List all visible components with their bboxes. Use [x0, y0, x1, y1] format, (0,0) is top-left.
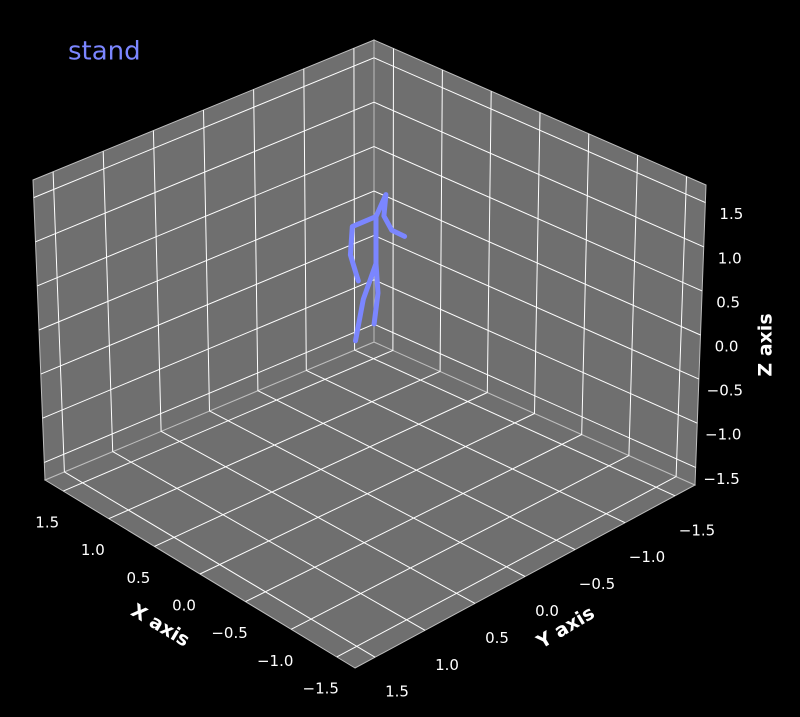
grid-line [154, 91, 492, 547]
x-tick-label: −1.0 [257, 652, 293, 670]
grid-line [42, 279, 698, 424]
y-tick-label: 0.5 [485, 629, 509, 647]
x-tick-label: −0.5 [211, 624, 247, 642]
skeleton-line [347, 192, 408, 344]
grid-line [37, 146, 703, 292]
z-tick-label: 1.0 [718, 249, 742, 267]
grid-line [203, 109, 526, 577]
x-tick-label: −1.5 [303, 679, 339, 697]
grid-line [290, 155, 639, 630]
y-tick-label: 1.5 [385, 683, 409, 701]
grid-line [303, 68, 626, 524]
y-tick-label: 1.0 [435, 656, 459, 674]
y-tick-label: 0.0 [535, 602, 559, 620]
y-tick-label: −1.0 [629, 548, 665, 566]
right-pane [373, 39, 707, 486]
grid-line [353, 48, 676, 497]
panes [32, 39, 707, 669]
grid-line [199, 112, 541, 575]
grid-line [253, 89, 576, 551]
x-tick-label: 1.5 [35, 514, 59, 532]
grid-line [63, 48, 394, 492]
z-axis-label: Z axis [755, 313, 777, 376]
z-tick-label: 0.5 [716, 293, 740, 311]
y-tick-label: −1.5 [679, 521, 715, 539]
grid-line [38, 190, 701, 336]
grid-line [152, 130, 476, 604]
z-tick-label: −0.5 [707, 382, 743, 400]
x-tick-label: 0.0 [172, 597, 196, 615]
z-tick-label: 0.0 [715, 338, 739, 356]
grid-line [102, 151, 426, 631]
chart-title: stand [68, 37, 141, 67]
z-tick-label: −1.5 [703, 470, 739, 488]
grid-line [52, 171, 376, 658]
grid-line [35, 101, 704, 248]
grid-line [245, 133, 590, 603]
grid-line [336, 176, 687, 658]
z-tick-label: −1.0 [705, 426, 741, 444]
z-tick-label: 1.5 [719, 205, 743, 223]
grid-line [33, 57, 706, 204]
x-tick-label: 0.5 [126, 569, 150, 587]
x-tick-label: 1.0 [81, 541, 105, 559]
grid-line [108, 69, 443, 520]
y-tick-label: −0.5 [579, 575, 615, 593]
